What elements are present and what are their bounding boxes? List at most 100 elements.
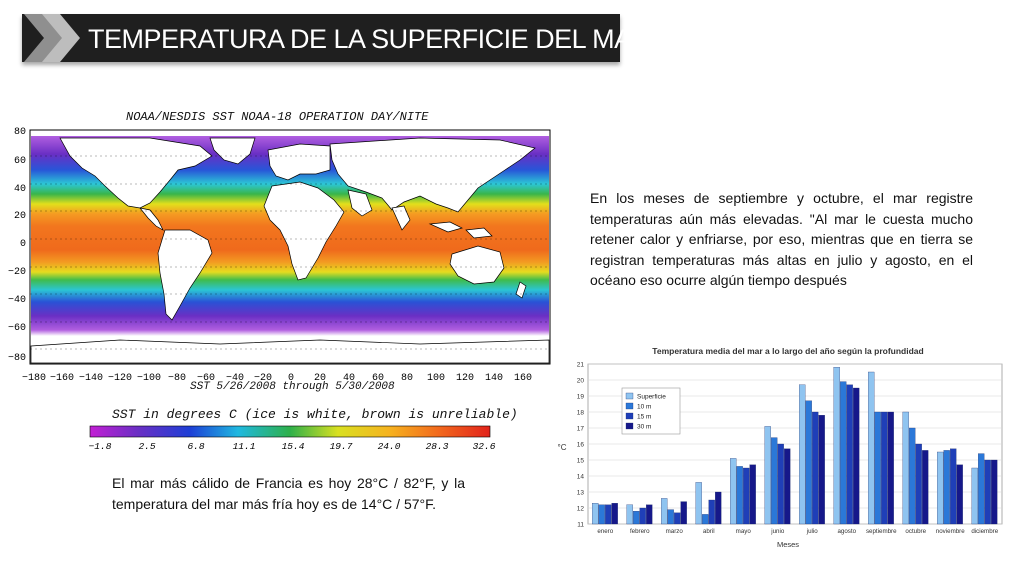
- bar: [777, 443, 784, 525]
- y-tick-label: 13: [577, 490, 585, 497]
- x-tick-label: septiembre: [866, 528, 897, 535]
- lon-label: 140: [485, 373, 503, 384]
- legend-swatch: [625, 422, 634, 430]
- bar: [846, 384, 853, 525]
- title-banner: [22, 14, 620, 62]
- bar: [695, 482, 702, 525]
- scale-label: 28.3: [426, 441, 449, 452]
- bar: [902, 411, 909, 525]
- x-tick-label: junio: [770, 528, 785, 535]
- map-header: NOAA/NESDIS SST NOAA-18 OPERATION DAY/NI…: [126, 110, 429, 124]
- y-tick-label: 21: [577, 362, 585, 369]
- legend-label: 30 m: [637, 424, 651, 431]
- x-tick-label: mayo: [736, 528, 752, 535]
- bar: [991, 459, 998, 525]
- x-tick-label: abril: [703, 528, 715, 535]
- bar: [950, 448, 957, 525]
- lon-label: −140: [79, 373, 103, 384]
- bar: [646, 504, 653, 525]
- x-tick-label: diciembre: [971, 528, 998, 535]
- lon-label: −180: [22, 373, 46, 384]
- lon-label: −80: [168, 373, 186, 384]
- lon-label: −60: [197, 373, 215, 384]
- bar: [978, 453, 985, 525]
- bar: [592, 503, 599, 525]
- lat-label: 80: [14, 127, 26, 138]
- lat-label: −80: [8, 353, 26, 364]
- bar: [812, 411, 819, 525]
- bar: [922, 450, 929, 525]
- map-units-caption: SST in degrees C (ice is white, brown is…: [112, 407, 518, 422]
- bar: [874, 411, 881, 525]
- bar: [915, 443, 922, 525]
- lon-label: 0: [288, 373, 294, 384]
- bar: [984, 459, 991, 525]
- bar: [937, 451, 944, 525]
- scale-label: 19.7: [330, 441, 353, 452]
- chevron-icon: [24, 14, 80, 62]
- lon-label: 120: [456, 373, 474, 384]
- x-tick-label: octubre: [905, 528, 926, 535]
- slide-title: TEMPERATURA DE LA SUPERFICIE DEL MAR: [88, 24, 651, 54]
- bar: [598, 504, 605, 525]
- bar: [749, 464, 756, 525]
- y-tick-label: 15: [577, 458, 585, 465]
- scale-label: 15.4: [282, 441, 305, 452]
- bar: [764, 426, 771, 525]
- x-tick-label: julio: [806, 528, 819, 535]
- lon-label: −20: [254, 373, 272, 384]
- bar: [626, 504, 633, 525]
- bar: [818, 415, 825, 525]
- lat-label: 0: [20, 239, 26, 250]
- x-tick-label: marzo: [666, 528, 684, 535]
- legend-label: Superficie: [637, 394, 666, 401]
- bar: [605, 504, 612, 525]
- lon-label: −160: [50, 373, 74, 384]
- lon-label: 60: [372, 373, 384, 384]
- bar: [708, 499, 715, 525]
- lat-label: −20: [8, 267, 26, 278]
- bar: [680, 501, 687, 525]
- y-tick-label: 14: [577, 474, 585, 481]
- y-tick-label: 17: [577, 426, 585, 433]
- lon-label: −120: [108, 373, 132, 384]
- lon-label: 40: [343, 373, 355, 384]
- legend-swatch: [625, 392, 634, 400]
- bar: [661, 498, 668, 525]
- y-tick-label: 12: [577, 506, 585, 513]
- bar: [715, 491, 722, 525]
- scale-label: 6.8: [187, 441, 204, 452]
- color-scale-bar: [89, 425, 491, 438]
- x-axis-label: Meses: [777, 540, 799, 549]
- bar: [730, 458, 737, 525]
- legend-swatch: [625, 412, 634, 420]
- bar: [840, 381, 847, 525]
- bar: [868, 371, 875, 525]
- bar: [743, 467, 750, 525]
- lon-label: 100: [427, 373, 445, 384]
- scale-label: 2.5: [138, 441, 155, 452]
- bar: [736, 466, 743, 525]
- legend-swatch: [625, 402, 634, 410]
- temperature-bar-chart: Temperatura media del mar a lo largo del…: [558, 346, 1003, 549]
- x-tick-label: agosto: [837, 528, 856, 535]
- y-tick-label: 11: [577, 522, 584, 529]
- bar: [667, 509, 674, 525]
- legend-label: 10 m: [637, 404, 651, 411]
- y-tick-label: 16: [577, 442, 585, 449]
- bar: [799, 384, 806, 525]
- scale-label: 11.1: [233, 441, 256, 452]
- lon-label: −100: [137, 373, 161, 384]
- bar: [702, 514, 709, 525]
- scale-label: −1.8: [89, 441, 112, 452]
- y-tick-label: 19: [577, 394, 585, 401]
- y-tick-label: 18: [577, 410, 585, 417]
- bar: [853, 387, 860, 525]
- bar: [784, 448, 791, 525]
- lat-label: −60: [8, 323, 26, 334]
- bar: [881, 411, 888, 525]
- lat-label: −40: [8, 295, 26, 306]
- left-paragraph: El mar más cálido de Francia es hoy 28°C…: [112, 475, 465, 512]
- lon-label: 80: [401, 373, 413, 384]
- lon-label: 160: [514, 373, 532, 384]
